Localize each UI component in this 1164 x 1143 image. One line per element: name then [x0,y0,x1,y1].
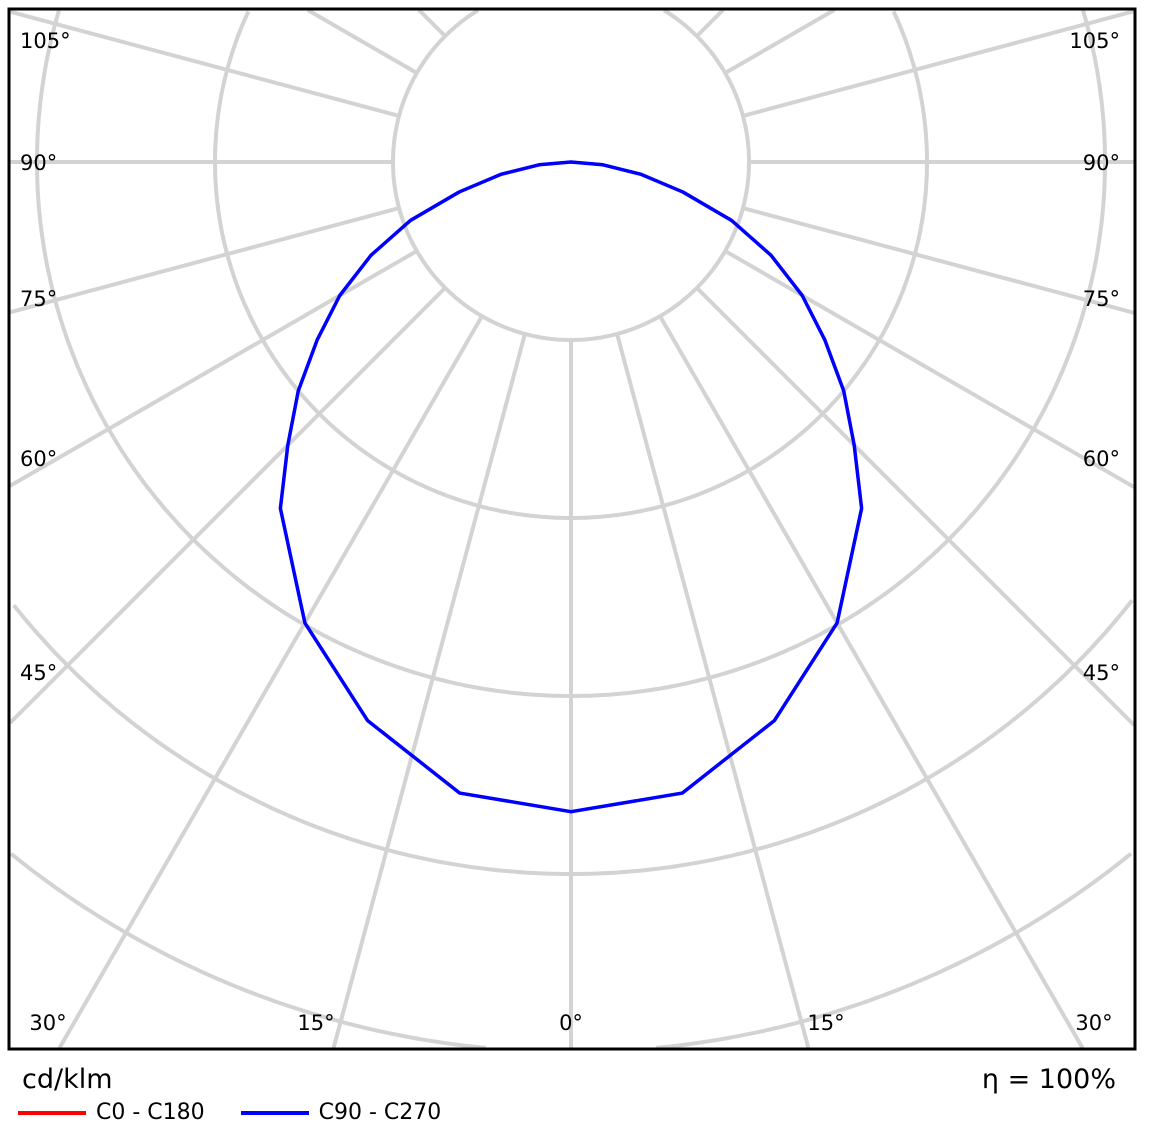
grid-radial-line [695,286,1136,727]
angle-label: 45° [20,661,57,685]
grid-circle [213,10,929,520]
grid-radial-line [9,206,400,315]
legend-label: C0 - C180 [96,1100,205,1125]
grid-circle [12,599,1134,876]
grid-radial-line [658,315,1085,1050]
grid-circle [35,9,1107,698]
grid-radial-line [615,333,811,1049]
angle-label: 30° [29,1011,66,1035]
plot-frame [7,7,1137,1051]
grid-radial-line [742,206,1135,315]
curve-c90-c270 [278,160,864,814]
grid-radial-line [724,8,836,75]
angle-label: 15° [297,1011,334,1035]
grid-circle [391,8,751,342]
angle-label: 60° [1083,447,1120,471]
grid-circle [1081,9,1107,162]
angle-labels: 105° 105° 90° 90° 75° 75° 60° 60° 45° 45° 30° 15° 0°… [20,29,1120,1035]
angle-label: 30° [1075,1011,1112,1035]
grid-circle [9,852,486,1050]
grid-radial-line [742,9,1135,118]
grid-radial-line [306,8,418,75]
unit-label: cd/klm [22,1064,113,1095]
grid-radial-line [57,315,484,1050]
grid-circle [891,10,929,162]
angle-label: 90° [1083,151,1120,175]
grid-radial-line [9,249,418,488]
grid-radial-line [695,8,725,38]
angle-label: 75° [20,287,57,311]
legend-swatch [240,1110,309,1115]
legend: C0 - C180 C90 - C270 [18,1100,477,1125]
angle-label: 60° [20,447,57,471]
legend-swatch [18,1110,86,1115]
grid-circle [662,8,751,162]
polar-grid [8,8,1136,1050]
legend-label: C90 - C270 [318,1100,442,1125]
legend-item-c90: C90 - C270 [240,1100,442,1125]
efficiency-label: η = 100% [981,1064,1116,1095]
grid-radial-line [417,8,447,38]
grid-radial-line [9,9,400,118]
angle-label: 105° [20,29,71,53]
grid-radial-line [8,286,447,725]
angle-label: 45° [1083,661,1120,685]
legend-item-c0: C0 - C180 [18,1100,205,1125]
angle-label: 105° [1069,29,1120,53]
curves [278,160,864,814]
grid-circle [656,852,1133,1050]
grid-radial-line [331,333,527,1049]
angle-label: 75° [1083,287,1120,311]
angle-label: 0° [559,1011,583,1035]
angle-label: 90° [20,151,57,175]
grid-radial-line [724,249,1135,489]
angle-label: 15° [807,1011,844,1035]
